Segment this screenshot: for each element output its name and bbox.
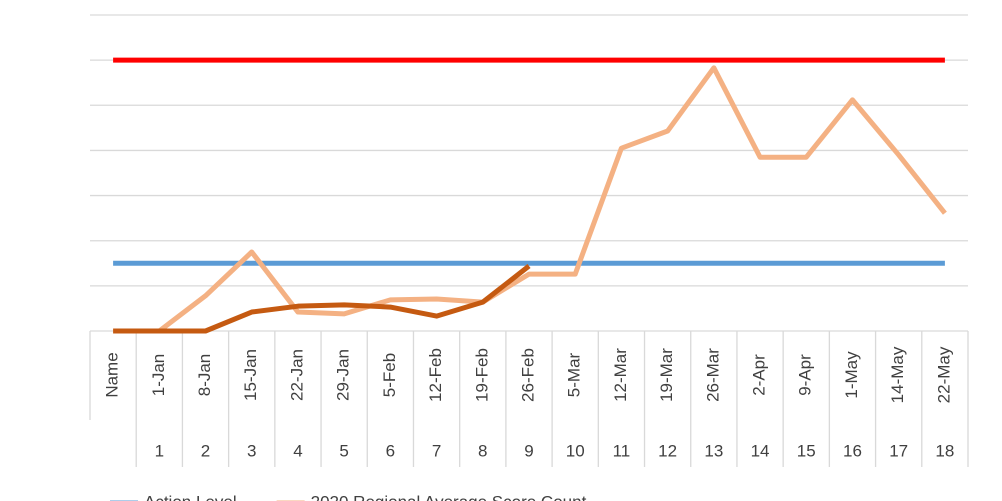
x-group-label: 2	[201, 441, 210, 460]
x-tick-label: 12-Mar	[611, 348, 630, 402]
x-tick-label: 14-May	[888, 346, 907, 403]
x-group-label: 10	[566, 441, 585, 460]
x-tick-label: 1-May	[842, 351, 861, 399]
series-line	[157, 65, 947, 333]
x-group-label: 13	[704, 441, 723, 460]
x-tick-label: 9-Apr	[796, 354, 815, 396]
x-group-label: 4	[293, 441, 302, 460]
x-group-label: 15	[797, 441, 816, 460]
x-group-label: 11	[613, 441, 631, 460]
x-tick-label: 2-Apr	[750, 354, 769, 396]
x-tick-label: 22-May	[934, 346, 953, 403]
x-tick-label: 1-Jan	[149, 354, 168, 397]
series-line	[113, 264, 531, 334]
x-group-label: 17	[889, 441, 908, 460]
x-group-label: 1	[155, 441, 164, 460]
x-tick-label: 19-Feb	[472, 348, 491, 402]
x-group-label: 14	[751, 441, 770, 460]
x-group-label: 9	[524, 441, 533, 460]
x-tick-label: 22-Jan	[287, 349, 306, 401]
x-group-label: 8	[478, 441, 487, 460]
legend-label: 2020 Regional Average Score Count	[311, 492, 587, 501]
x-tick-label: Name	[103, 352, 122, 397]
x-group-label: 7	[432, 441, 441, 460]
x-group-label: 6	[386, 441, 395, 460]
x-tick-label: 26-Feb	[518, 348, 537, 402]
x-tick-label: 26-Mar	[703, 348, 722, 402]
x-tick-label: 19-Mar	[657, 348, 676, 402]
x-group-label: 3	[247, 441, 256, 460]
x-tick-label: 15-Jan	[241, 349, 260, 401]
x-group-label: 5	[339, 441, 348, 460]
x-tick-label: 12-Feb	[426, 348, 445, 402]
x-group-label: 16	[843, 441, 862, 460]
x-tick-label: 8-Jan	[195, 354, 214, 397]
x-group-label: 18	[935, 441, 954, 460]
x-tick-label: 29-Jan	[334, 349, 353, 401]
legend-label: Action Level	[144, 492, 237, 501]
x-tick-label: 5-Mar	[565, 352, 584, 397]
x-group-label: 12	[658, 441, 677, 460]
x-tick-label: 5-Feb	[380, 353, 399, 397]
